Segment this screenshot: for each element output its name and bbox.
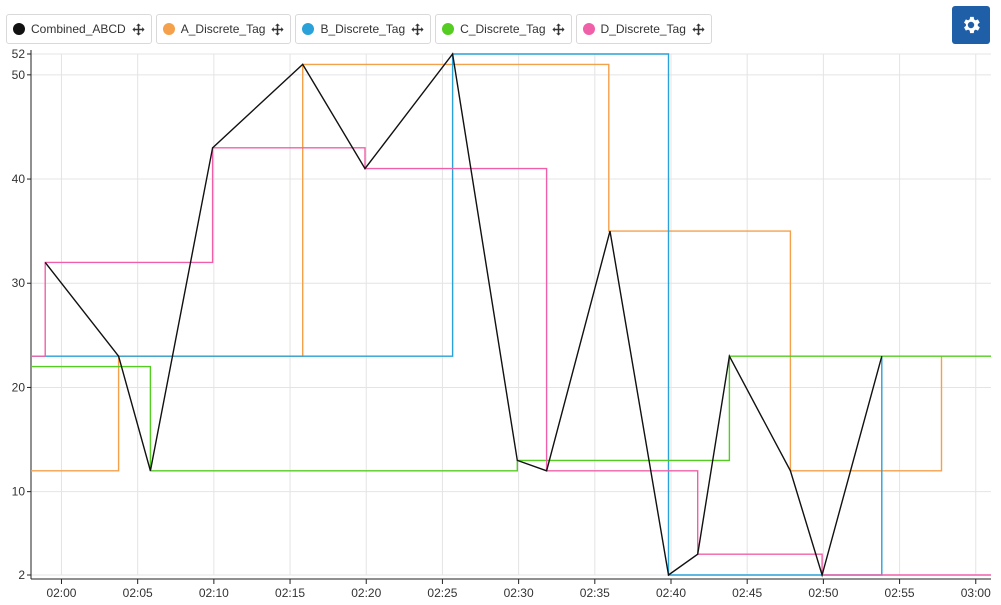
settings-button[interactable]	[952, 6, 990, 44]
legend-item[interactable]: B_Discrete_Tag	[295, 14, 432, 44]
x-tick-label: 02:10	[199, 586, 229, 600]
chart-legend: Combined_ABCD A_Discrete_Tag B_Discrete_Ta…	[6, 14, 712, 44]
legend-item[interactable]: C_Discrete_Tag	[435, 14, 572, 44]
x-tick-label: 02:15	[275, 586, 305, 600]
legend-color-dot	[442, 23, 455, 35]
y-tick-label: 40	[12, 172, 26, 186]
legend-color-dot	[582, 23, 595, 35]
series-line-a-discrete-tag	[31, 63, 943, 472]
x-tick-label: 03:00	[961, 586, 991, 600]
legend-item[interactable]: A_Discrete_Tag	[155, 14, 292, 44]
series-line-b-discrete-tag	[31, 53, 883, 576]
move-arrows-icon[interactable]	[411, 22, 424, 36]
legend-color-dot	[302, 23, 315, 35]
legend-item[interactable]: Combined_ABCD	[6, 14, 152, 44]
x-tick-label: 02:30	[504, 586, 534, 600]
series-line-combined-abcd	[44, 52, 883, 578]
x-tick-label: 02:45	[732, 586, 762, 600]
y-tick-label: 50	[12, 68, 26, 82]
legend-label: D_Discrete_Tag	[600, 22, 686, 36]
move-arrows-icon[interactable]	[132, 22, 145, 36]
x-tick-label: 02:40	[656, 586, 686, 600]
x-tick-label: 02:05	[123, 586, 153, 600]
y-tick-label: 52	[12, 47, 26, 61]
x-tick-label: 02:25	[427, 586, 457, 600]
series-line-d-discrete-tag	[31, 147, 991, 576]
y-tick-label: 30	[12, 276, 26, 290]
x-tick-label: 02:00	[46, 586, 76, 600]
move-arrows-icon[interactable]	[551, 22, 565, 36]
x-tick-label: 02:50	[808, 586, 838, 600]
y-tick-label: 20	[12, 380, 26, 394]
y-tick-label: 10	[12, 485, 26, 499]
move-arrows-icon[interactable]	[271, 22, 284, 36]
gear-icon	[964, 16, 980, 34]
x-tick-label: 02:35	[580, 586, 610, 600]
legend-label: B_Discrete_Tag	[320, 22, 406, 36]
legend-label: C_Discrete_Tag	[460, 22, 546, 36]
legend-label: A_Discrete_Tag	[180, 22, 266, 36]
legend-label: Combined_ABCD	[31, 22, 126, 36]
x-tick-label: 02:20	[351, 586, 381, 600]
legend-color-dot	[162, 23, 175, 35]
x-tick-label: 02:55	[885, 586, 915, 600]
series-line-c-discrete-tag	[31, 355, 991, 472]
y-tick-label: 2	[18, 568, 25, 582]
legend-item[interactable]: D_Discrete_Tag	[575, 14, 712, 44]
legend-color-dot	[13, 23, 25, 35]
move-arrows-icon[interactable]	[692, 22, 705, 36]
